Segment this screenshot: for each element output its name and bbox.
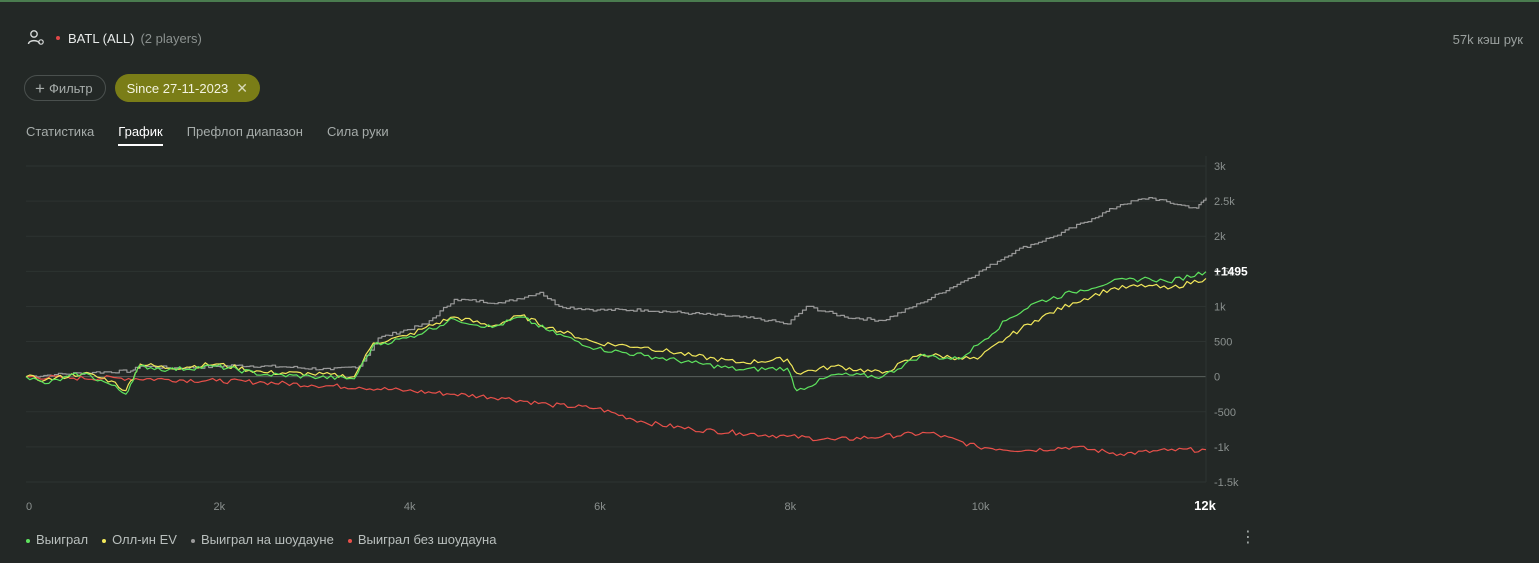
page-title: BATL (ALL) bbox=[68, 30, 135, 46]
y-tick-label: 3k bbox=[1214, 161, 1226, 173]
legend-item-allin-ev[interactable]: Олл-ин EV bbox=[102, 532, 177, 547]
more-options-icon[interactable]: ⋮ bbox=[1240, 529, 1256, 546]
end-value-label: +1495 bbox=[1214, 265, 1248, 279]
x-tick-label: 4k bbox=[404, 501, 416, 513]
y-tick-label: -500 bbox=[1214, 407, 1236, 419]
top-accent-line bbox=[0, 0, 1539, 2]
legend-dot bbox=[26, 538, 30, 543]
legend-label: Олл-ин EV bbox=[112, 532, 177, 547]
y-tick-label: -1k bbox=[1214, 442, 1230, 454]
legend-item-non-showdown[interactable]: Выиграл без шоудауна bbox=[347, 532, 497, 547]
hands-count: 57k кэш рук bbox=[1452, 32, 1523, 47]
header: BATL (ALL) (2 players) bbox=[26, 26, 1523, 50]
x-tick-label: 8k bbox=[784, 501, 796, 513]
tab-graph[interactable]: График bbox=[118, 124, 163, 146]
y-tick-label: 2.5k bbox=[1214, 196, 1235, 208]
y-tick-label: -1.5k bbox=[1214, 477, 1239, 489]
x-tick-label: 0 bbox=[26, 501, 32, 513]
date-filter-label: Since 27-11-2023 bbox=[126, 80, 229, 96]
series-line-showdown bbox=[26, 197, 1207, 378]
series-line-won bbox=[25, 271, 1207, 395]
profit-chart: 3k 2.5k 2k 1.5k 1k 500 0 -500 -1k -1.5k 0 2k 4k 6k 8k 1… bbox=[25, 156, 1248, 513]
chart: 3k 2.5k 2k 1.5k 1k 500 0 -500 -1k -1.5k 0 2k 4k 6k 8k 1… bbox=[0, 150, 1260, 520]
legend-dot bbox=[102, 538, 107, 543]
y-tick-label: 0 bbox=[1214, 372, 1220, 384]
x-tick-label: 6k bbox=[594, 501, 606, 513]
date-filter-chip[interactable]: Since 27-11-2023 ✕ bbox=[114, 74, 261, 102]
legend-dot bbox=[190, 538, 195, 543]
y-tick-label: 1.5k bbox=[1214, 266, 1235, 278]
legend-label: Выиграл на шоудауне bbox=[200, 532, 334, 547]
series-line-allin-ev bbox=[25, 277, 1207, 392]
players-icon[interactable] bbox=[26, 28, 46, 48]
y-tick-label: 500 bbox=[1214, 337, 1232, 349]
y-tick-label: 1k bbox=[1214, 301, 1226, 313]
x-tick-label: 10k bbox=[972, 501, 990, 513]
tab-bar: Статистика График Префлоп диапазон Сила … bbox=[26, 124, 389, 146]
legend-label: Выиграл bbox=[36, 532, 89, 547]
legend-label: Выиграл без шоудауна bbox=[357, 532, 497, 547]
add-filter-button[interactable]: + Фильтр bbox=[24, 75, 106, 101]
legend-dot bbox=[347, 538, 352, 543]
chart-legend: Выиграл Олл-ин EV Выиграл на шоудауне Вы… bbox=[26, 532, 496, 547]
series-line-non-showdown bbox=[25, 374, 1207, 457]
plus-icon: + bbox=[35, 78, 45, 98]
x-tick-label: 2k bbox=[214, 501, 226, 513]
tab-hand-strength[interactable]: Сила руки bbox=[326, 124, 389, 139]
close-icon[interactable]: ✕ bbox=[236, 79, 249, 96]
legend-item-showdown[interactable]: Выиграл на шоудауне bbox=[190, 532, 334, 547]
players-count: (2 players) bbox=[140, 30, 202, 46]
add-filter-label: Фильтр bbox=[48, 80, 93, 96]
tab-preflop-range[interactable]: Префлоп диапазон bbox=[186, 124, 303, 139]
status-dot bbox=[56, 36, 60, 40]
x-tick-label: 12k bbox=[1194, 498, 1216, 513]
y-tick-label: 2k bbox=[1214, 231, 1226, 243]
tab-statistics[interactable]: Статистика bbox=[26, 124, 95, 139]
filters-bar: + Фильтр Since 27-11-2023 ✕ bbox=[24, 74, 261, 102]
legend-item-won[interactable]: Выиграл bbox=[26, 532, 88, 547]
